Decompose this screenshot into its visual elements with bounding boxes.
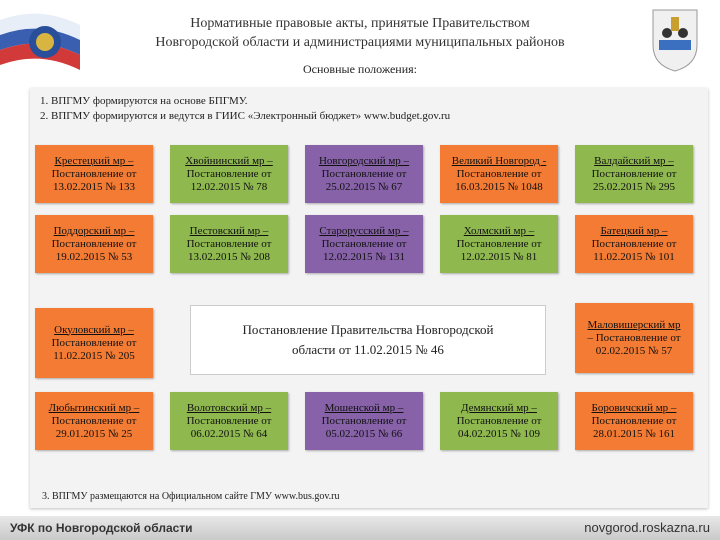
flag-emblem bbox=[0, 13, 80, 70]
list: 1. ВПГМУ формируются на основе БПГМУ. 2.… bbox=[40, 94, 450, 124]
box-text: Постановление от 16.03.2015 № 1048 bbox=[455, 167, 543, 193]
box-link[interactable]: Валдайский мр – bbox=[594, 154, 674, 167]
box-link[interactable]: Хвойнинский мр – bbox=[185, 154, 273, 167]
box-link[interactable]: Великий Новгород - bbox=[451, 154, 547, 167]
municipal-box: Хвойнинский мр – Постановление от 12.02.2… bbox=[170, 145, 288, 203]
box-link[interactable]: Батецкий мр – bbox=[600, 224, 668, 237]
footer-left: УФК по Новгородской области bbox=[10, 521, 193, 535]
box-text: Постановление от 29.01.2015 № 25 bbox=[51, 414, 137, 440]
footer-right: novgorod.roskazna.ru bbox=[584, 520, 710, 535]
box-text: Постановление от 25.02.2015 № 67 bbox=[321, 167, 407, 193]
box-text: Постановление от 12.02.2015 № 131 bbox=[321, 237, 407, 263]
municipal-box: Боровичский мр – Постановление от 28.01.2… bbox=[575, 392, 693, 450]
footer: УФК по Новгородской области novgorod.ros… bbox=[0, 516, 720, 540]
center-box: Постановление Правительства Новгородской… bbox=[190, 305, 546, 375]
municipal-box: Крестецкий мр – Постановление от 13.02.20… bbox=[35, 145, 153, 203]
municipal-box: Батецкий мр – Постановление от 11.02.2015… bbox=[575, 215, 693, 273]
box-link[interactable]: Любытинский мр – bbox=[48, 401, 140, 414]
municipal-box: Мошенской мр – Постановление от 05.02.201… bbox=[305, 392, 423, 450]
box-text: Постановление от 04.02.2015 № 109 bbox=[456, 414, 542, 440]
municipal-box: Поддорский мр – Постановление от 19.02.20… bbox=[35, 215, 153, 273]
box-link[interactable]: Старорусский мр – bbox=[319, 224, 409, 237]
municipal-box: Великий Новгород - Постановление от 16.03… bbox=[440, 145, 558, 203]
box-link[interactable]: Холмский мр – bbox=[463, 224, 535, 237]
box-link[interactable]: Новгородский мр – bbox=[318, 154, 410, 167]
box-text: Постановление от 12.02.2015 № 81 bbox=[456, 237, 542, 263]
box-text: Постановление от 05.02.2015 № 66 bbox=[321, 414, 407, 440]
box-text: Постановление от 06.02.2015 № 64 bbox=[186, 414, 272, 440]
list-item: 2. ВПГМУ формируются и ведутся в ГИИС «Э… bbox=[40, 110, 451, 122]
municipal-box: Демянский мр – Постановление от 04.02.201… bbox=[440, 392, 558, 450]
subtitle: Основные положения: bbox=[303, 62, 417, 76]
box-link[interactable]: Пестовский мр – bbox=[189, 224, 269, 237]
box-link[interactable]: Демянский мр – bbox=[461, 401, 537, 414]
box-text: Постановление от 12.02.2015 № 78 bbox=[186, 167, 272, 193]
title: Нормативные правовые акты, принятые Прав… bbox=[100, 14, 620, 52]
municipal-box: Волотовский мр – Постановление от 06.02.2… bbox=[170, 392, 288, 450]
box-text: Постановление от 25.02.2015 № 295 bbox=[591, 167, 677, 193]
municipal-box: Любытинский мр – Постановление от 29.01.2… bbox=[35, 392, 153, 450]
municipal-box: Новгородский мр – Постановление от 25.02.… bbox=[305, 145, 423, 203]
municipal-box: Пестовский мр – Постановление от 13.02.20… bbox=[170, 215, 288, 273]
box-link[interactable]: Окуловский мр – bbox=[54, 323, 134, 336]
box-link[interactable]: Мошенской мр – bbox=[324, 401, 404, 414]
note: 3. ВПГМУ размещаются на Официальном сайт… bbox=[42, 491, 340, 502]
municipal-box: Валдайский мр – Постановление от 25.02.20… bbox=[575, 145, 693, 203]
box-text: – Постановление от 02.02.2015 № 57 bbox=[587, 331, 681, 357]
municipal-box: Старорусский мр – Постановление от 12.02.… bbox=[305, 215, 423, 273]
box-text: Постановление от 13.02.2015 № 208 bbox=[186, 237, 272, 263]
municipal-box: Окуловский мр – Постановление от 11.02.20… bbox=[35, 308, 153, 378]
box-link[interactable]: Поддорский мр – bbox=[53, 224, 135, 237]
municipal-box: Холмский мр – Постановление от 12.02.2015… bbox=[440, 215, 558, 273]
title-line: Новгородской области и администрациями м… bbox=[155, 35, 565, 50]
box-text: Постановление от 13.02.2015 № 133 bbox=[51, 167, 137, 193]
box-text: Постановление от 11.02.2015 № 205 bbox=[51, 336, 137, 362]
box-text: Постановление от 11.02.2015 № 101 bbox=[591, 237, 677, 263]
box-text: Постановление от 19.02.2015 № 53 bbox=[51, 237, 137, 263]
title-line: Нормативные правовые акты, принятые Прав… bbox=[190, 16, 530, 31]
box-link[interactable]: Боровичский мр – bbox=[591, 401, 677, 414]
box-link[interactable]: Волотовский мр – bbox=[186, 401, 272, 414]
list-item: 1. ВПГМУ формируются на основе БПГМУ. bbox=[40, 95, 248, 107]
box-link[interactable]: Маловишерский мр bbox=[587, 318, 681, 331]
box-text: Постановление от 28.01.2015 № 161 bbox=[591, 414, 677, 440]
coat-of-arms bbox=[652, 9, 698, 72]
municipal-box: Маловишерский мр – Постановление от 02.02… bbox=[575, 303, 693, 373]
box-link[interactable]: Крестецкий мр – bbox=[54, 154, 134, 167]
